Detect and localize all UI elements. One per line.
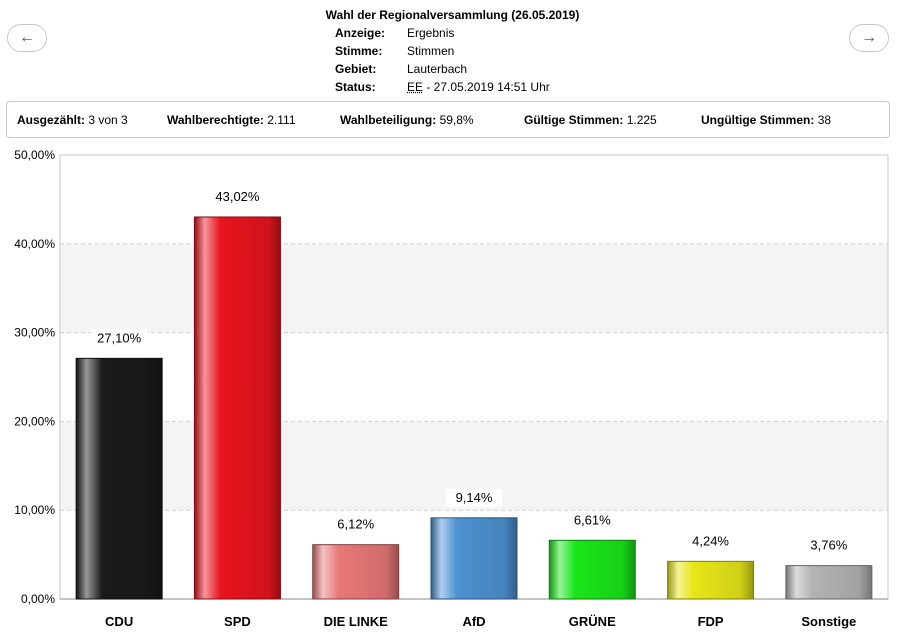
x-tick-label: GRÜNE: [569, 614, 616, 629]
x-tick-label: SPD: [224, 614, 251, 629]
stat-ausgezaehlt: Ausgezählt: 3 von 3: [17, 113, 128, 127]
info-row-stimme: Stimme: Stimmen: [0, 42, 905, 60]
info-label: Anzeige:: [335, 26, 386, 40]
x-tick-label: CDU: [105, 614, 133, 629]
stat-label: Wahlbeteiligung:: [340, 113, 437, 127]
info-value: Lauterbach: [407, 62, 468, 76]
y-tick-label: 50,00%: [14, 148, 55, 162]
data-label-bg: [800, 536, 857, 555]
stat-label: Ungültige Stimmen:: [701, 113, 815, 127]
previous-arrow-button[interactable]: ←: [7, 24, 47, 52]
data-label-bg: [209, 187, 266, 206]
data-label-bg: [564, 511, 621, 530]
data-label-bg: [327, 515, 384, 534]
stats-bar: Ausgezählt: 3 von 3 Wahlberechtigte: 2.1…: [6, 101, 890, 138]
info-row-gebiet: Gebiet: Lauterbach: [0, 60, 905, 78]
data-label: 6,12%: [337, 517, 374, 532]
bar-sonstige: [785, 565, 873, 600]
stat-value: 38: [817, 113, 832, 127]
bar-spd: [193, 216, 281, 600]
x-tick-label: FDP: [698, 614, 724, 629]
info-value: EE - 27.05.2019 14:51 Uhr: [407, 78, 550, 96]
y-tick-label: 30,00%: [14, 326, 55, 340]
y-tick-label: 0,00%: [21, 592, 55, 606]
next-arrow-button[interactable]: →: [849, 24, 889, 52]
info-value: Ergebnis: [407, 26, 455, 40]
status-abbreviation[interactable]: EE: [407, 80, 424, 94]
data-label: 27,10%: [97, 330, 142, 345]
stat-label: Wahlberechtigte:: [167, 113, 264, 127]
info-value: Stimmen: [407, 44, 455, 58]
bar-afd: [430, 517, 518, 600]
stat-ungueltige: Ungültige Stimmen: 38: [701, 113, 831, 127]
data-label-bg: [682, 532, 739, 551]
data-label: 3,76%: [810, 538, 847, 553]
info-row-anzeige: Anzeige: Ergebnis: [0, 24, 905, 42]
y-tick-label: 40,00%: [14, 237, 55, 251]
stat-value: 1.225: [626, 113, 657, 127]
election-info: Wahl der Regionalversammlung (26.05.2019…: [0, 6, 905, 96]
stat-value: 59,8%: [439, 113, 474, 127]
arrow-left-icon: ←: [19, 29, 35, 46]
data-label: 43,02%: [215, 189, 260, 204]
grid-band: [60, 243, 888, 333]
x-tick-label: AfD: [462, 614, 485, 629]
data-label: 9,14%: [456, 490, 493, 505]
arrow-right-icon: →: [861, 29, 877, 46]
info-row-status: Status: EE - 27.05.2019 14:51 Uhr: [0, 78, 905, 96]
stat-wahlbeteiligung: Wahlbeteiligung: 59,8%: [340, 113, 474, 127]
info-label: Status:: [335, 80, 376, 94]
page-title: Wahl der Regionalversammlung (26.05.2019…: [325, 8, 580, 22]
stat-gueltige: Gültige Stimmen: 1.225: [524, 113, 657, 127]
x-tick-label: DIE LINKE: [324, 614, 389, 629]
y-tick-label: 20,00%: [14, 414, 55, 428]
bar-cdu: [75, 357, 163, 600]
info-label: Stimme:: [335, 44, 383, 58]
stat-wahlberechtigte: Wahlberechtigte: 2.111: [167, 113, 296, 127]
stat-value: 2.111: [267, 113, 296, 127]
bar-grüne: [548, 539, 636, 600]
stat-label: Gültige Stimmen:: [524, 113, 624, 127]
data-label-bg: [91, 329, 148, 348]
stat-label: Ausgezählt:: [17, 113, 86, 127]
x-tick-label: Sonstige: [801, 614, 856, 629]
data-label: 6,61%: [574, 512, 611, 527]
bar-die-linke: [312, 544, 400, 600]
status-timestamp: - 27.05.2019 14:51 Uhr: [423, 80, 550, 94]
bar-fdp: [667, 560, 755, 600]
y-tick-label: 10,00%: [14, 503, 55, 517]
data-label: 4,24%: [692, 533, 729, 548]
stat-value: 3 von 3: [88, 113, 128, 127]
info-label: Gebiet:: [335, 62, 377, 76]
data-label-bg: [446, 488, 502, 507]
